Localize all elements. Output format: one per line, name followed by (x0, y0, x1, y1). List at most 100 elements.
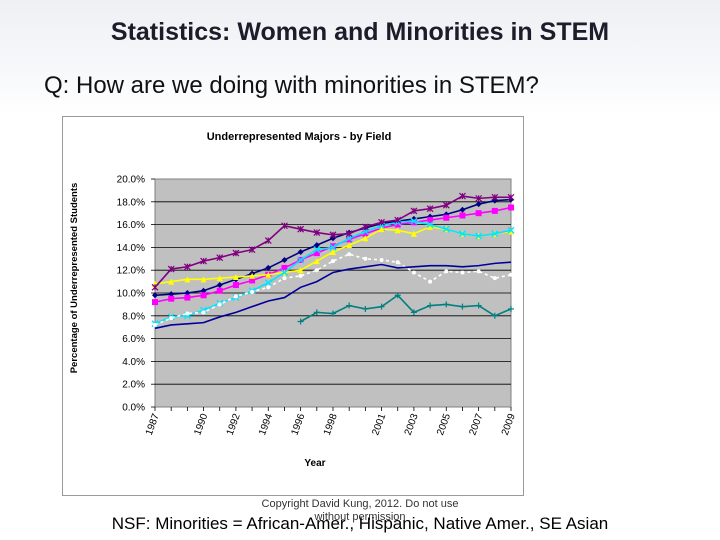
data-point-physics (362, 305, 369, 312)
data-point-math (298, 273, 303, 278)
data-point-math (363, 256, 368, 261)
data-point-biology (346, 242, 353, 249)
line-chart: Underrepresented Majors - by Field Percen… (69, 131, 518, 469)
data-point-science-eng (394, 221, 401, 228)
data-point-math (169, 316, 174, 321)
data-point-comp-sci (410, 207, 418, 215)
data-point-physics (378, 303, 385, 310)
data-point-comp-sci (491, 193, 499, 201)
data-point-biology (200, 276, 207, 283)
data-point-comp-sci (329, 231, 337, 239)
x-tick-label: 1994 (257, 412, 275, 437)
data-point-comp-sci (426, 205, 434, 213)
data-point-biology (249, 272, 256, 279)
data-point-science-eng (508, 204, 514, 211)
y-tick-label: 18.0% (117, 197, 145, 208)
data-point-science-eng (281, 264, 288, 271)
y-axis-label: Percentage of Underrepresented Students (69, 183, 80, 374)
data-point-biology (410, 230, 417, 237)
data-point-all-fields (184, 290, 191, 296)
data-point-math (460, 270, 465, 275)
data-point-chemistry (475, 232, 483, 240)
data-point-all-fields (200, 287, 207, 294)
data-point-science-eng (330, 243, 336, 250)
data-point-biology (330, 248, 336, 255)
x-tick-label: 1987 (144, 412, 162, 437)
x-tick-label: 1996 (290, 412, 308, 437)
data-point-physics (491, 312, 498, 319)
y-tick-label: 16.0% (117, 220, 145, 231)
data-point-physics (346, 302, 353, 309)
data-point-chemistry (507, 226, 515, 234)
data-point-science-eng (491, 207, 498, 214)
data-point-math (153, 322, 157, 327)
data-point-science-eng (443, 214, 450, 221)
y-tick-label: 12.0% (117, 266, 145, 277)
data-point-physics (508, 305, 514, 312)
x-tick-label: 1990 (192, 412, 210, 437)
data-point-comp-sci (248, 246, 256, 254)
data-point-science-eng (459, 212, 466, 219)
x-axis-label: Year (304, 458, 325, 469)
slide-title: Statistics: Women and Minorities in STEM (110, 18, 610, 46)
data-point-all-fields (265, 264, 272, 271)
data-point-comp-sci (297, 225, 305, 233)
data-point-science-eng (200, 292, 207, 299)
data-point-chemistry (426, 221, 434, 229)
data-point-physics (394, 292, 401, 299)
data-point-physics (475, 302, 482, 309)
data-point-biology (362, 235, 369, 242)
data-point-all-fields (168, 291, 175, 298)
data-point-science-eng (362, 230, 369, 237)
data-point-biology (394, 227, 401, 234)
data-point-science-eng (216, 287, 223, 294)
x-tick-label: 2005 (435, 412, 453, 437)
data-point-biology (508, 228, 514, 235)
data-point-chemistry (313, 246, 321, 254)
data-point-biology (184, 276, 191, 283)
data-point-science-eng (475, 210, 482, 217)
data-point-biology (265, 271, 272, 278)
y-tick-label: 14.0% (117, 243, 145, 254)
data-point-math (266, 285, 271, 290)
x-tick-label: 1992 (225, 412, 243, 437)
data-point-comp-sci (507, 193, 515, 201)
x-tick-label: 2003 (403, 412, 421, 437)
data-point-math (282, 276, 287, 281)
data-point-physics (410, 309, 417, 316)
data-point-math (428, 279, 433, 284)
data-point-comp-sci (442, 201, 450, 209)
data-point-physics (427, 302, 434, 309)
data-point-chemistry (280, 268, 288, 276)
data-point-all-fields (281, 256, 288, 263)
x-tick-label: 2007 (468, 412, 486, 437)
data-point-math (185, 311, 190, 316)
data-point-physics (443, 301, 450, 308)
y-tick-label: 6.0% (122, 334, 145, 345)
x-tick-label: 2001 (370, 412, 388, 437)
data-point-biology (313, 258, 320, 265)
x-tick-label: 2009 (500, 412, 518, 437)
data-point-math (314, 268, 319, 273)
data-point-comp-sci (167, 265, 175, 273)
data-point-chemistry (491, 230, 499, 238)
data-point-comp-sci (216, 254, 224, 262)
data-point-science-eng (410, 219, 417, 226)
data-point-all-fields (475, 201, 482, 208)
data-point-physics (297, 318, 304, 325)
data-point-biology (216, 275, 223, 282)
data-point-physics (330, 310, 336, 317)
data-point-chemistry (264, 279, 272, 287)
data-point-physics (459, 303, 466, 310)
data-point-science-eng (168, 295, 175, 302)
data-point-math (331, 259, 335, 264)
y-tick-label: 2.0% (122, 380, 145, 391)
data-point-biology (168, 278, 175, 285)
data-point-comp-sci (345, 230, 353, 238)
data-point-math (444, 269, 449, 274)
series-line-engineering (154, 261, 512, 330)
y-tick-label: 0.0% (122, 403, 145, 414)
chart-title: Underrepresented Majors - by Field (207, 131, 392, 143)
data-point-math (395, 260, 400, 265)
data-point-comp-sci (200, 257, 207, 265)
